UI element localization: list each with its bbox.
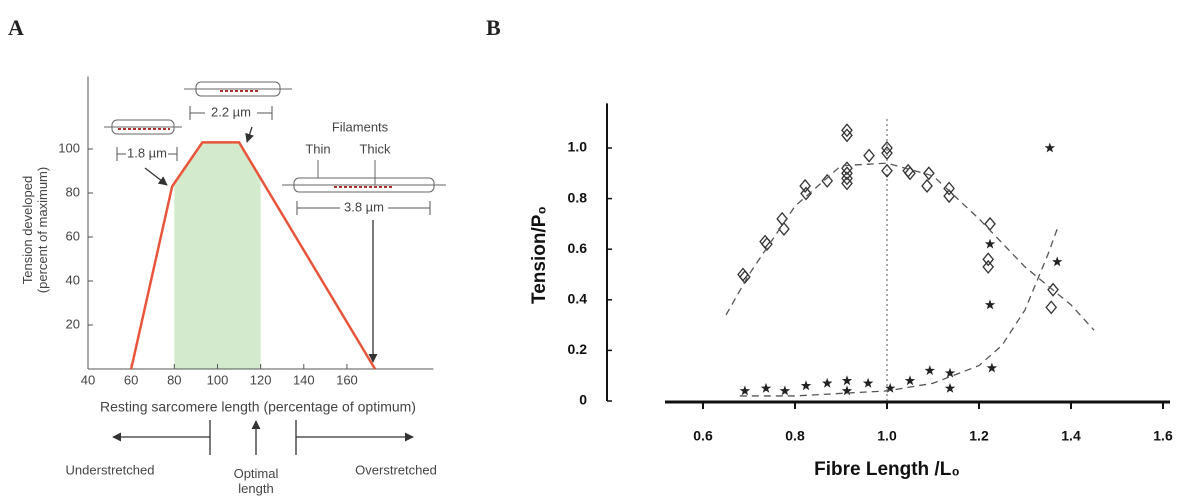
- star-point: [862, 377, 874, 388]
- y-tick-label: 0.6: [568, 240, 588, 256]
- diamond-point: [776, 211, 788, 226]
- y-tick-label: 0: [579, 392, 587, 408]
- star-point: [904, 375, 916, 386]
- y-tick-label: 60: [66, 228, 80, 243]
- shaded-region: [174, 142, 261, 369]
- star-point: [822, 377, 833, 388]
- x-tick-label: 40: [81, 372, 95, 387]
- diamond-point: [1045, 300, 1058, 315]
- annotation: Filaments: [332, 119, 389, 134]
- x-tick-label: 100: [207, 372, 229, 387]
- y-tick-label: 1.0: [568, 139, 588, 155]
- diamond-point: [923, 166, 935, 181]
- diamond-point: [799, 178, 811, 193]
- annotation: Overstretched: [355, 462, 437, 477]
- panel-label: B: [486, 15, 501, 40]
- star-point: [779, 385, 791, 396]
- annotation: 1.8 µm: [127, 145, 167, 160]
- diamond-point: [881, 163, 893, 178]
- y-tick-label: 0.2: [568, 341, 588, 357]
- annotation: 2.2 µm: [211, 104, 251, 119]
- diamond-point: [778, 221, 790, 236]
- diamond-point: [921, 178, 933, 193]
- y-tick-label: 100: [58, 140, 80, 155]
- x-tick-label: 1.6: [1153, 428, 1173, 444]
- diamond-point: [863, 148, 875, 163]
- x-tick-label: 120: [250, 372, 272, 387]
- star-point: [1052, 256, 1063, 267]
- diamond-point: [841, 176, 853, 191]
- x-axis-label: Fibre Length /L₀: [814, 459, 960, 480]
- diamond-point: [881, 140, 893, 156]
- annotation: Understretched: [66, 462, 155, 477]
- star-point: [760, 382, 772, 393]
- diamond-point: [902, 163, 915, 178]
- x-tick-label: 80: [167, 372, 181, 387]
- x-tick-label: 1.4: [1061, 428, 1081, 444]
- star-point: [986, 362, 998, 373]
- star-point: [984, 299, 996, 310]
- diamond-point: [943, 189, 955, 204]
- arrows: [112, 126, 414, 455]
- star-point: [944, 367, 956, 378]
- fit-curve: [725, 162, 1095, 331]
- star-point: [841, 385, 853, 396]
- x-tick-label: 0.6: [693, 428, 713, 444]
- diamond-point: [800, 186, 812, 201]
- star-point: [944, 382, 956, 393]
- annotation: Thin: [305, 141, 330, 156]
- tension-line: [129, 141, 377, 370]
- x-tick-label: 0.8: [785, 428, 805, 444]
- panel-label: A: [8, 15, 24, 40]
- diamond-point: [982, 252, 995, 267]
- diamond-point: [841, 166, 853, 181]
- diamond-point: [841, 171, 853, 186]
- diamond-point: [943, 181, 955, 196]
- star-point: [800, 380, 812, 391]
- diamond-point: [904, 166, 916, 181]
- star-point: [885, 382, 896, 393]
- x-tick-label: 1.0: [877, 428, 897, 444]
- star-point: [739, 385, 751, 396]
- x-tick-label: 140: [293, 372, 315, 387]
- star-point: [1044, 142, 1056, 153]
- diamond-point: [841, 123, 853, 138]
- fit-curve: [739, 228, 1058, 397]
- y-tick-label: 20: [66, 316, 80, 331]
- diamond-point: [984, 216, 996, 231]
- diamond-point: [841, 161, 853, 176]
- annotation: Thick: [359, 141, 391, 156]
- star-point: [841, 375, 853, 386]
- y-tick-label: 40: [66, 272, 80, 287]
- x-axis-label: Resting sarcomere length (percentage of …: [100, 399, 416, 415]
- diamond-point: [982, 259, 995, 274]
- y-axis-label: Tension developed (percent of maximum): [20, 166, 50, 294]
- x-tick-label: 60: [124, 372, 138, 387]
- y-tick-label: 0.8: [568, 189, 588, 205]
- sarcomere-icons: [104, 81, 446, 193]
- diamond-point: [881, 146, 893, 161]
- y-axis-label: Tension/P₀: [529, 206, 550, 304]
- x-tick-label: 160: [336, 372, 358, 387]
- diamond-point: [759, 234, 771, 249]
- diamond-point: [821, 173, 834, 188]
- brackets: [116, 106, 431, 215]
- annotation: 3.8 µm: [344, 199, 384, 214]
- star-point: [924, 365, 935, 376]
- x-tick-label: 1.2: [969, 428, 989, 444]
- star-point: [984, 238, 996, 249]
- annotation: Optimal length: [233, 466, 279, 496]
- diamond-point: [841, 128, 853, 143]
- y-tick-label: 80: [66, 184, 80, 199]
- y-tick-label: 0.4: [568, 291, 588, 307]
